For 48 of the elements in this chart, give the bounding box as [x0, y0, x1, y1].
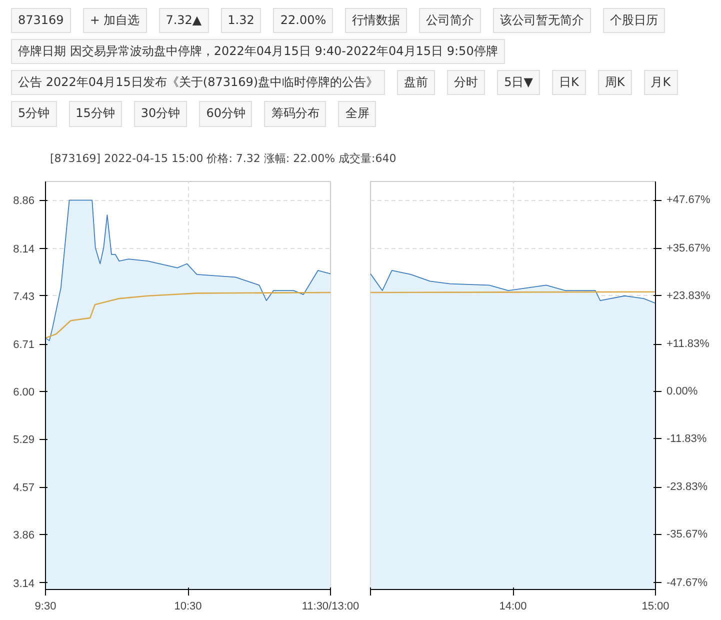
text: -47.67% [666, 576, 708, 589]
x-tick-label: 14:00 [499, 600, 527, 612]
text: -35.67% [666, 528, 708, 541]
text: 60分钟 [199, 101, 252, 127]
x-tick-label: 15:00 [642, 600, 670, 612]
y-tick-label: 5.29 [13, 434, 35, 446]
y-tick-label: 4.57 [13, 482, 35, 494]
text: 停牌日期 因交易异常波动盘中停牌，2022年04月15日 9:40-2022年04月15日 9:50停牌 [11, 39, 505, 64]
text: 行情数据 [345, 8, 408, 34]
text: 盘前 [397, 70, 436, 96]
y-tick-label: 6.00 [13, 386, 35, 399]
x-tick-label: 10:30 [174, 600, 202, 612]
text: 873169 [11, 8, 71, 34]
text: 公告 2022年04月15日发布《关于(873169)盘中临时停牌的公告》 [11, 70, 386, 96]
text: 周K [598, 70, 632, 96]
y-tick-label: 7.43 [13, 290, 35, 303]
text: 7.32▲ [158, 8, 209, 34]
text: + 加自选 [82, 8, 147, 34]
text: 1.32 [220, 8, 262, 34]
y-tick-label: 8.86 [13, 195, 35, 208]
y-tick-label: 3.14 [13, 578, 35, 590]
y-tick-label: 6.71 [13, 339, 35, 352]
text: 30分钟 [134, 101, 188, 127]
text: 分时 [447, 70, 486, 96]
text: 该公司暂无简介 [493, 8, 592, 34]
text: 月K [644, 70, 678, 96]
text: 公司简介 [419, 8, 482, 34]
y-tick-label: 8.14 [13, 243, 35, 256]
text: 筹码分布 [264, 101, 326, 127]
text: 5日▼ [497, 70, 540, 96]
chart-title: [873169] 2022-04-15 15:00 价格: 7.32 涨幅: 22.00% 成交量:640 [49, 151, 396, 167]
text: +23.83% [666, 290, 710, 302]
text: 0.00% [666, 386, 698, 398]
text: 5分钟 [11, 101, 57, 127]
text: 个股日历 [603, 8, 666, 34]
text: +35.67% [666, 242, 710, 254]
text: 日K [552, 70, 586, 96]
y-tick-label: 3.86 [13, 530, 35, 542]
line-series [46, 292, 330, 339]
text: -23.83% [666, 481, 708, 494]
text: 22.00% [273, 8, 334, 34]
text: +11.83% [666, 338, 710, 350]
text: 15分钟 [68, 101, 122, 127]
x-tick-label: 9:30 [34, 600, 56, 612]
text: +47.67% [666, 194, 710, 206]
text: -11.83% [666, 433, 707, 445]
text: 全屏 [338, 101, 376, 127]
x-tick-label: 11:30/13:00 [302, 600, 360, 612]
